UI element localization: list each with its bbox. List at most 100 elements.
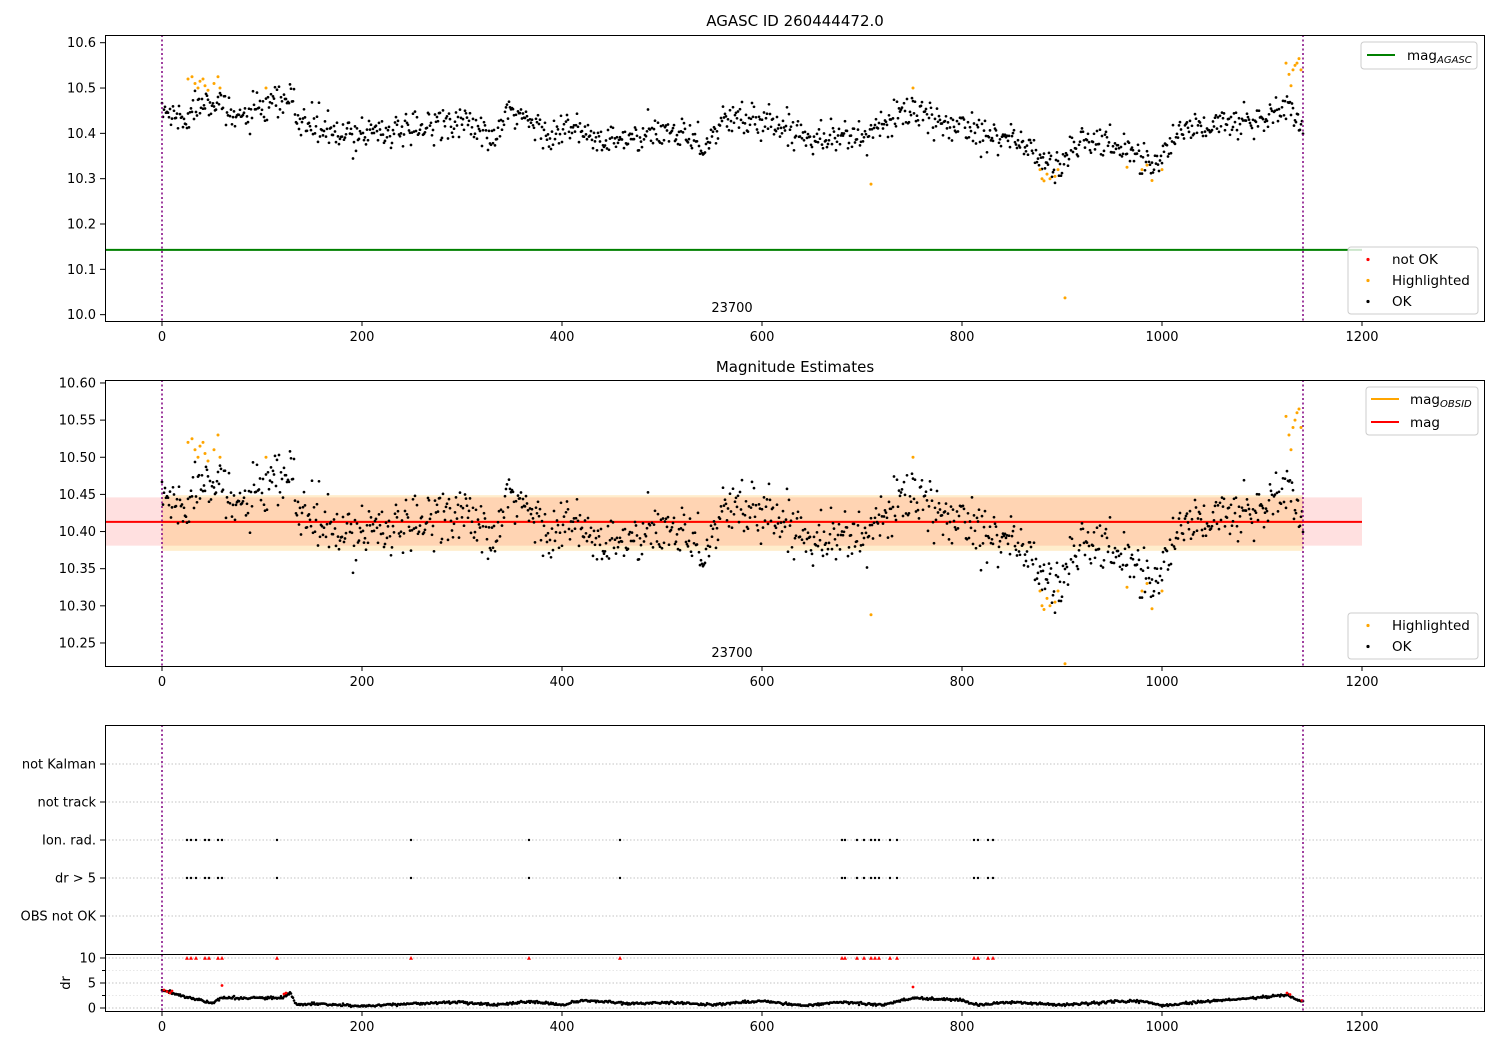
- ok-point: [547, 551, 551, 555]
- highlighted-point: [1291, 426, 1295, 429]
- ok-point: [923, 494, 927, 498]
- ok-point: [900, 488, 904, 491]
- ok-point: [1142, 141, 1146, 145]
- ok-point: [1079, 130, 1083, 134]
- ok-point: [1085, 138, 1089, 142]
- flag-point: [207, 838, 211, 842]
- ok-point: [760, 507, 764, 511]
- ok-point: [242, 111, 246, 115]
- ok-point: [641, 127, 645, 130]
- ok-point: [357, 539, 361, 542]
- ok-point: [689, 144, 693, 147]
- ok-point: [614, 552, 618, 555]
- ok-point: [601, 549, 605, 553]
- ok-point: [567, 130, 571, 134]
- ok-point: [1140, 596, 1144, 599]
- ok-point: [295, 513, 299, 517]
- ok-point: [262, 503, 266, 507]
- ok-point: [1288, 100, 1292, 104]
- ok-point: [500, 128, 504, 132]
- ok-point: [1029, 141, 1033, 145]
- ok-point: [513, 522, 517, 525]
- ok-point: [1033, 578, 1037, 582]
- ok-point: [1257, 493, 1261, 496]
- ok-point: [184, 515, 188, 519]
- ok-point: [1021, 139, 1025, 143]
- ok-point: [1291, 488, 1295, 492]
- flag-point: [409, 876, 413, 880]
- highlighted-point: [1287, 433, 1291, 437]
- ok-point: [777, 123, 781, 127]
- ok-point: [867, 534, 871, 538]
- ok-point: [573, 527, 577, 531]
- ok-point: [678, 548, 682, 552]
- ok-point: [331, 133, 335, 137]
- ok-point: [441, 109, 445, 112]
- ok-point: [596, 529, 600, 533]
- ok-point: [1000, 535, 1004, 539]
- flag-point: [976, 838, 980, 842]
- ok-point: [359, 530, 363, 534]
- ok-point: [166, 111, 170, 115]
- legend-label-ok: OK: [1392, 639, 1413, 655]
- ok-point: [255, 91, 259, 94]
- ok-point: [933, 506, 937, 510]
- ok-point: [752, 105, 756, 109]
- ok-point: [1093, 148, 1097, 151]
- highlighted-point: [1045, 596, 1049, 600]
- ok-point: [260, 491, 264, 495]
- ok-point: [644, 134, 648, 138]
- ok-point: [1032, 138, 1036, 142]
- ok-point: [454, 496, 458, 499]
- ok-point: [205, 94, 209, 98]
- highlighted-point: [216, 75, 220, 79]
- x-tick-label: 400: [550, 1020, 575, 1035]
- ok-point: [1159, 567, 1163, 570]
- ok-point: [954, 528, 958, 531]
- ok-point: [984, 134, 988, 138]
- ok-point: [211, 101, 215, 105]
- ok-point: [1219, 518, 1223, 522]
- ok-point: [627, 533, 631, 536]
- ok-point: [592, 529, 596, 533]
- ok-point: [723, 498, 727, 502]
- ok-point: [1160, 161, 1164, 165]
- ok-point: [1282, 500, 1286, 504]
- dr-clipped-marker: [873, 956, 877, 960]
- dr-clipped-marker: [618, 956, 622, 960]
- ok-point: [697, 144, 701, 148]
- ok-point: [920, 478, 924, 482]
- ok-point: [956, 130, 960, 133]
- ok-point: [699, 149, 703, 153]
- ok-point: [343, 537, 347, 540]
- ok-point: [261, 99, 265, 103]
- ok-point: [868, 128, 872, 131]
- ok-point: [580, 129, 584, 133]
- ok-point: [551, 548, 555, 552]
- ok-point: [1132, 575, 1136, 579]
- ok-point: [307, 121, 311, 125]
- ok-point: [1139, 154, 1143, 158]
- ok-point: [168, 107, 172, 111]
- ok-point: [327, 141, 331, 145]
- ok-point: [233, 124, 237, 128]
- ok-point: [305, 129, 309, 133]
- ok-point: [463, 109, 467, 113]
- ok-point: [362, 138, 366, 142]
- ok-point: [691, 132, 695, 136]
- ok-point: [390, 141, 394, 145]
- ok-point: [279, 470, 283, 474]
- ok-point: [425, 126, 429, 130]
- ok-point: [898, 110, 902, 113]
- ok-point: [914, 510, 918, 513]
- dr-point: [465, 1001, 469, 1004]
- dr-not-ok-point: [168, 991, 172, 995]
- ok-point: [1055, 151, 1059, 154]
- flag-point: [189, 876, 193, 880]
- ok-point: [597, 134, 601, 138]
- ok-point: [718, 517, 722, 521]
- ok-point: [817, 523, 821, 527]
- ok-point: [1086, 132, 1090, 136]
- ok-point: [451, 135, 455, 139]
- ok-point: [923, 110, 927, 113]
